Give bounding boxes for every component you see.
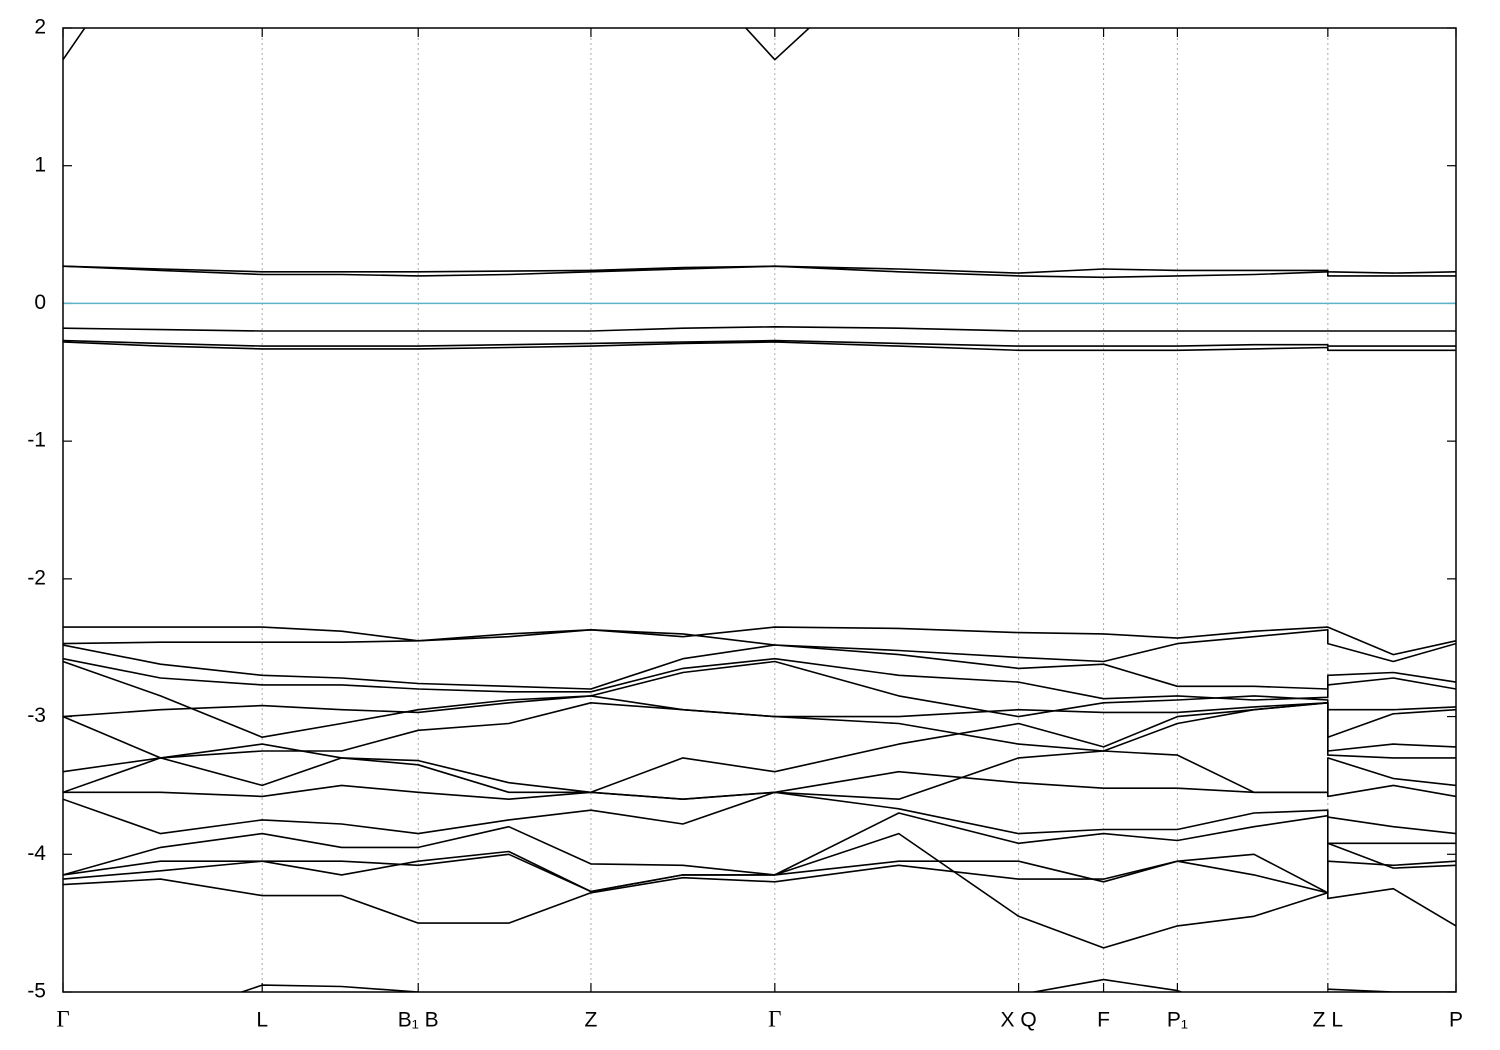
y-tick-label: -5 xyxy=(27,980,46,1003)
y-tick-label: -2 xyxy=(27,566,46,589)
bands xyxy=(63,28,1456,992)
y-tick-label: -4 xyxy=(27,842,46,865)
band-line xyxy=(63,341,1456,352)
band-line xyxy=(63,743,1456,800)
axis-labels: -5 -4 -3 -2 -1 0 1 2 Γ L B₁ B Z Γ X Q F P₁ Z L P xyxy=(27,16,1463,1032)
x-tick-label: Γ xyxy=(56,1006,69,1031)
band-line xyxy=(63,660,1456,738)
band-line xyxy=(63,28,811,61)
y-tick-label: 2 xyxy=(34,16,46,39)
y-tick-label: 1 xyxy=(34,153,46,176)
band-line xyxy=(63,265,1456,274)
band-line xyxy=(63,770,1456,800)
x-tick-label: Z L xyxy=(1313,1009,1343,1032)
y-tick-label: 0 xyxy=(34,291,46,314)
band-line xyxy=(63,812,1456,876)
y-tick-label: -1 xyxy=(27,429,46,452)
x-tick-label: L xyxy=(256,1009,268,1032)
x-tick-label: Z xyxy=(585,1009,598,1032)
x-tick-label: B₁ B xyxy=(398,1009,439,1032)
x-tick-label: X Q xyxy=(1001,1009,1037,1032)
y-tick-label: -3 xyxy=(27,704,46,727)
band-line xyxy=(63,657,1456,701)
x-tick-label: Γ xyxy=(768,1006,781,1031)
band-line xyxy=(63,326,1456,332)
x-tick-label: P xyxy=(1449,1009,1463,1032)
band-line xyxy=(63,626,1456,656)
band-line xyxy=(63,702,1456,773)
band-line xyxy=(63,265,1456,279)
band-line xyxy=(63,629,1456,663)
x-tick-label: P₁ xyxy=(1167,1009,1188,1032)
plot-frame xyxy=(62,27,1457,993)
band-line xyxy=(63,791,1456,835)
band-line xyxy=(63,860,1456,924)
x-tick-label: F xyxy=(1097,1009,1110,1032)
band-line xyxy=(63,339,1456,347)
band-line xyxy=(239,978,1456,992)
band-line xyxy=(63,832,1456,949)
